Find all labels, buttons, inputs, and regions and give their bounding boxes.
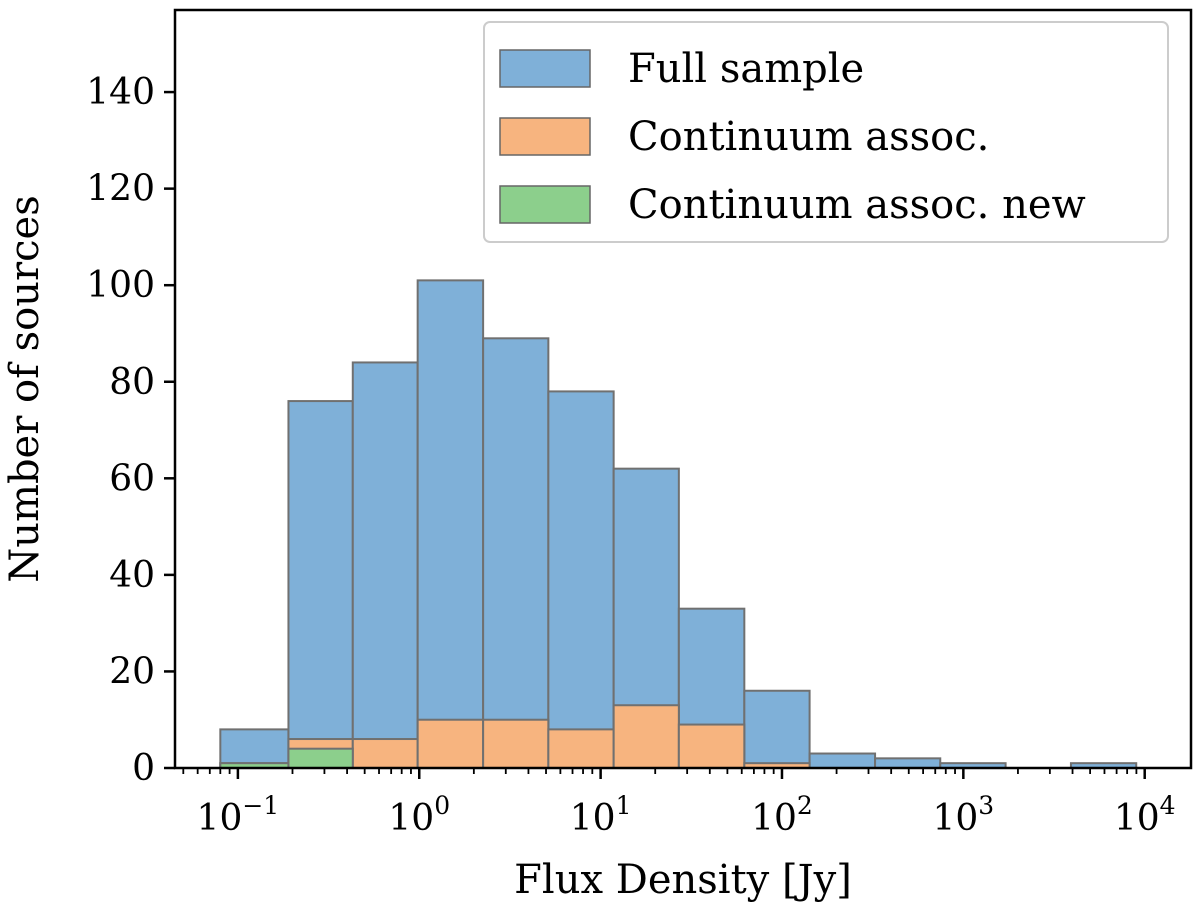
bar-series1-bin3: [416, 718, 485, 769]
x-tick-label: 102: [751, 791, 813, 839]
x-tick-label: 104: [1114, 791, 1176, 839]
bar-series0-bin1: [287, 400, 354, 769]
x-tick-base: 10: [1114, 798, 1160, 839]
bars-layer: [219, 279, 1138, 770]
bar-series1-bin7: [677, 723, 746, 769]
y-tick-label: 140: [86, 72, 155, 113]
x-tick-label: 100: [388, 791, 450, 839]
y-tick-label: 80: [109, 362, 155, 403]
bar-series1-bin6: [612, 704, 680, 769]
plot-frame: [173, 8, 1193, 770]
bar-series1-bin2: [351, 738, 419, 770]
legend: Full sample Continuum assoc. Continuum a…: [483, 21, 1169, 243]
x-tick-base: 10: [570, 798, 616, 839]
y-tick-label: 0: [132, 748, 155, 789]
y-tick-label: 120: [86, 169, 155, 210]
bar-series0-bin10: [874, 757, 942, 770]
x-tick-base: 10: [197, 798, 243, 839]
x-tick-label: 103: [932, 791, 994, 839]
x-tick-exponent: 4: [1160, 791, 1176, 820]
x-tick-label: 101: [570, 791, 632, 839]
x-tick-exponent: 0: [434, 791, 450, 820]
bar-series2-bin1: [287, 747, 354, 770]
bar-series0-bin4: [482, 337, 550, 769]
bar-series0-bin9: [808, 752, 877, 770]
y-axis-label: Number of sources: [2, 195, 48, 583]
y-tick-label: 100: [86, 265, 155, 306]
x-tick-exponent: 1: [616, 791, 632, 820]
x-tick-exponent: 2: [797, 791, 813, 820]
bar-series1-bin5: [547, 728, 615, 770]
legend-label-continuum-assoc-new: Continuum assoc. new: [628, 182, 1086, 228]
bar-series0-bin5: [547, 390, 615, 769]
x-tick-base: 10: [388, 798, 434, 839]
x-tick-exponent: 3: [978, 791, 994, 820]
x-tick-exponent: −1: [242, 791, 279, 820]
y-tick-label: 20: [109, 651, 155, 692]
legend-swatch-continuum-assoc-new: [499, 185, 591, 224]
bar-series0-bin3: [416, 279, 485, 769]
legend-label-full-sample: Full sample: [628, 46, 864, 92]
legend-swatch-continuum-assoc: [499, 117, 591, 156]
x-tick-base: 10: [932, 798, 978, 839]
legend-swatch-full-sample: [499, 49, 591, 88]
legend-label-continuum-assoc: Continuum assoc.: [628, 114, 989, 160]
x-tick-label: 10−1: [197, 791, 280, 839]
y-tick-label: 60: [109, 458, 155, 499]
bar-series0-bin2: [351, 361, 419, 769]
x-axis-label: Flux Density [Jy]: [514, 857, 852, 903]
y-tick-label: 40: [109, 555, 155, 596]
x-tick-base: 10: [751, 798, 797, 839]
bar-series1-bin4: [482, 718, 550, 769]
legend-box: [483, 21, 1169, 243]
bar-series0-bin8: [743, 689, 811, 769]
